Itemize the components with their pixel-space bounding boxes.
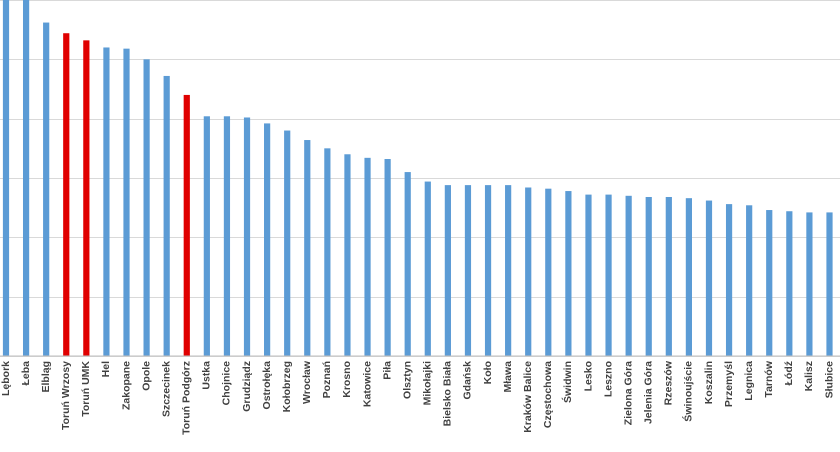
bar-9 (183, 94, 190, 357)
category-label-6: Zakopane (120, 361, 132, 410)
category-label-31: Zielona Góra (622, 361, 634, 425)
bar-0 (2, 0, 10, 356)
bar-10 (203, 116, 210, 356)
category-label-2: Elbląg (40, 361, 52, 393)
bar-11 (223, 116, 231, 356)
category-label-21: Mikołajki (422, 361, 434, 405)
category-label-9: Toruń Podgórz (181, 361, 193, 435)
bar-38 (766, 210, 773, 356)
category-label-15: Wrocław (301, 360, 313, 404)
bar-24 (484, 185, 492, 356)
category-label-39: Łódź (783, 361, 795, 386)
bar-12 (243, 117, 251, 356)
category-label-0: Lębork (0, 361, 12, 396)
bar-28 (565, 191, 572, 356)
category-label-26: Kraków Balice (522, 361, 534, 433)
bar-15 (304, 140, 311, 356)
category-label-33: Rzeszów (663, 360, 675, 405)
bar-6 (123, 48, 130, 357)
bar-32 (645, 196, 652, 356)
category-label-24: Koło (482, 361, 494, 384)
bar-2 (43, 22, 50, 357)
category-label-4: Toruń UMK (80, 361, 92, 417)
bar-41 (826, 212, 833, 356)
category-label-37: Legnica (743, 361, 755, 401)
category-label-7: Opole (140, 361, 152, 391)
bar-3 (63, 33, 70, 356)
bar-27 (545, 188, 552, 356)
bar-1 (22, 0, 30, 356)
category-label-27: Częstochowa (542, 361, 554, 428)
category-label-34: Świnoujście (682, 361, 695, 422)
bar-7 (143, 59, 150, 356)
bar-40 (806, 212, 813, 356)
category-label-13: Ostrołęka (261, 361, 273, 410)
bar-29 (585, 194, 592, 356)
bar-34 (685, 198, 692, 356)
bar-21 (424, 181, 431, 356)
bar-18 (364, 157, 371, 356)
category-labels: Lębork Łeba Elbląg Toruń Wrzosy Toruń UMK Hel… (0, 360, 835, 435)
bar-25 (505, 185, 512, 356)
bar-22 (444, 185, 451, 356)
category-label-1: Łeba (20, 361, 32, 386)
bar-30 (605, 194, 612, 356)
category-label-23: Gdańsk (462, 361, 474, 400)
category-label-10: Ustka (201, 361, 213, 390)
bar-14 (284, 130, 291, 356)
bar-19 (384, 159, 391, 356)
gridlines (0, 0, 840, 357)
bar-35 (705, 200, 713, 356)
bar-20 (404, 172, 411, 356)
bar-5 (103, 47, 110, 356)
category-label-38: Tarnów (763, 360, 775, 397)
bar-33 (665, 196, 672, 356)
category-label-29: Lesko (582, 361, 594, 391)
category-label-16: Poznań (321, 361, 333, 398)
category-label-32: Jelenia Góra (643, 361, 655, 424)
category-label-8: Szczecinek (160, 361, 172, 417)
category-label-36: Przemyśl (723, 361, 735, 407)
category-label-22: Bielsko Biała (442, 361, 454, 427)
bar-17 (344, 154, 351, 356)
category-label-17: Krosno (341, 361, 353, 398)
category-label-3: Toruń Wrzosy (60, 361, 72, 430)
category-label-25: Mława (502, 361, 514, 393)
bars (2, 0, 833, 357)
category-label-28: Świdwin (561, 361, 574, 403)
bar-16 (324, 148, 331, 356)
category-label-30: Leszno (602, 361, 614, 397)
category-label-35: Koszalin (703, 361, 715, 404)
bar-37 (746, 205, 753, 356)
bar-26 (525, 187, 532, 356)
category-label-40: Kalisz (803, 361, 815, 391)
category-label-19: Piła (381, 361, 393, 380)
bar-13 (264, 123, 271, 356)
category-label-41: Słubice (823, 361, 835, 399)
category-label-20: Olsztyn (401, 361, 413, 399)
category-label-5: Hel (100, 361, 112, 377)
bar-4 (83, 40, 90, 356)
bar-36 (725, 204, 733, 356)
category-label-12: Grudziądz (241, 361, 253, 412)
bar-8 (163, 75, 170, 356)
category-label-18: Katowice (361, 361, 373, 407)
bar-31 (625, 195, 632, 356)
bar-39 (786, 211, 793, 356)
category-label-11: Chojnice (221, 361, 233, 405)
bar-23 (464, 185, 472, 356)
category-label-14: Kołobrzeg (281, 361, 293, 412)
